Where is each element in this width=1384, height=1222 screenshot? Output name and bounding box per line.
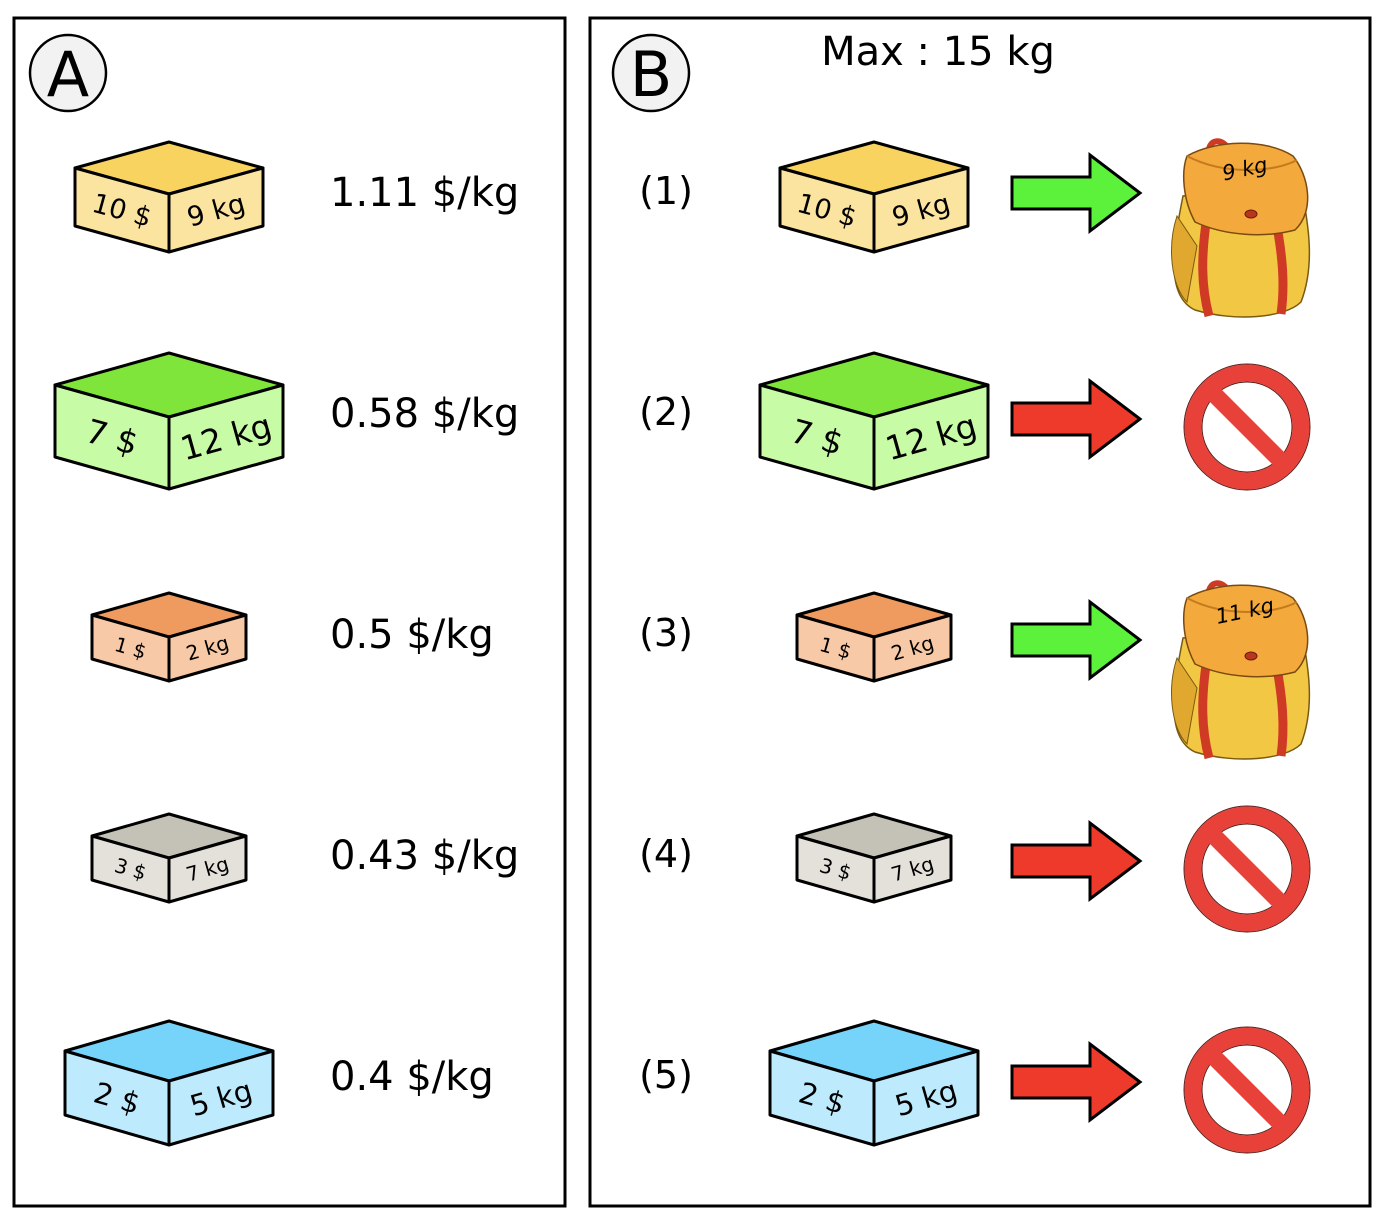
value-per-kg-label: 0.43 $/kg: [330, 833, 519, 879]
box-right-face: [872, 383, 990, 491]
panel-b-steps: (1) 10 $9 kg 9 kg (2) 7 $12 kg (3) 1 $2 kg 11 k…: [639, 138, 1311, 1154]
step-row: (1) 10 $9 kg 9 kg: [639, 138, 1311, 318]
item-row: 10 $9 kg 1.11 $/kg: [73, 140, 519, 254]
step-row: (5) 2 $5 kg: [639, 1019, 1311, 1154]
backpack-icon: 11 kg: [1171, 580, 1311, 760]
box-right-face: [167, 834, 248, 904]
box-right-face: [872, 166, 970, 254]
item-box: 10 $9 kg: [778, 140, 970, 254]
item-row: 3 $7 kg 0.43 $/kg: [90, 812, 519, 904]
panel-a-items: 10 $9 kg 1.11 $/kg 7 $12 kg 0.58 $/kg 1 $2 k…: [53, 140, 519, 1147]
box-right-face: [167, 1049, 275, 1147]
prohibition-sign-icon: [1183, 363, 1311, 491]
step-number-label: (5): [639, 1053, 693, 1097]
prohibition-sign-icon: [1183, 1026, 1311, 1154]
item-box: 1 $2 kg: [90, 591, 248, 683]
panel-b-frame: [588, 16, 1372, 1208]
panel-a-badge: A: [28, 33, 108, 113]
reject-arrow-icon: [1010, 377, 1143, 461]
panel-a-frame: [12, 16, 567, 1208]
box-right-face: [167, 613, 248, 683]
step-number-label: (4): [639, 832, 693, 876]
prohibition-sign-icon: [1183, 805, 1311, 933]
value-per-kg-label: 1.11 $/kg: [330, 170, 519, 216]
reject-arrow-icon: [1010, 1040, 1143, 1124]
item-box: 3 $7 kg: [90, 812, 248, 904]
value-per-kg-label: 0.58 $/kg: [330, 391, 519, 437]
item-row: 7 $12 kg 0.58 $/kg: [53, 351, 519, 491]
item-box: 3 $7 kg: [795, 812, 953, 904]
accept-arrow-icon: [1010, 598, 1143, 682]
step-number-label: (3): [639, 611, 693, 655]
value-per-kg-label: 0.5 $/kg: [330, 612, 494, 658]
box-right-face: [167, 383, 285, 491]
item-box: 7 $12 kg: [53, 351, 285, 491]
accept-arrow-icon: [1010, 151, 1143, 235]
backpack-icon: 9 kg: [1171, 138, 1311, 318]
step-row: (2) 7 $12 kg: [639, 351, 1311, 491]
box-right-face: [872, 834, 953, 904]
item-box: 2 $5 kg: [768, 1019, 980, 1147]
item-box: 7 $12 kg: [758, 351, 990, 491]
step-number-label: (2): [639, 390, 693, 434]
reject-arrow-icon: [1010, 819, 1143, 903]
step-row: (4) 3 $7 kg: [639, 805, 1311, 933]
item-row: 2 $5 kg 0.4 $/kg: [63, 1019, 494, 1147]
item-row: 1 $2 kg 0.5 $/kg: [90, 591, 494, 683]
value-per-kg-label: 0.4 $/kg: [330, 1054, 494, 1100]
item-box: 2 $5 kg: [63, 1019, 275, 1147]
step-row: (3) 1 $2 kg 11 kg: [639, 580, 1311, 760]
panel-b-letter: B: [630, 38, 673, 111]
box-right-face: [167, 166, 265, 254]
box-right-face: [872, 613, 953, 683]
item-box: 10 $9 kg: [73, 140, 265, 254]
step-number-label: (1): [639, 169, 693, 213]
item-box: 1 $2 kg: [795, 591, 953, 683]
panel-a-letter: A: [47, 38, 89, 111]
box-right-face: [872, 1049, 980, 1147]
capacity-label: Max : 15 kg: [821, 29, 1055, 75]
panel-b-badge: B: [611, 33, 691, 113]
